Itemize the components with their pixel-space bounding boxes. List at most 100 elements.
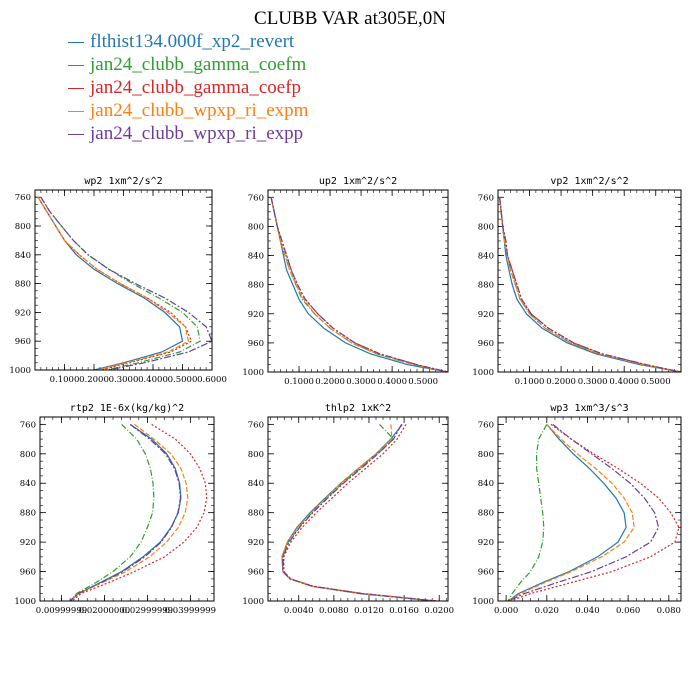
y-tick-label: 760 xyxy=(20,420,36,430)
y-tick-label: 1000 xyxy=(242,597,264,607)
series-line-1 xyxy=(507,424,627,601)
panel-5: thlp2 1xK^2 760 800 840 880 920 960 1000 0.0040 0… xyxy=(242,403,454,616)
series-line-2 xyxy=(282,423,436,601)
y-tick-label: 920 xyxy=(15,308,31,318)
panel-2: up2 1xm^2/s^2 760 800 840 880 920 960 1000 0.100… xyxy=(242,176,449,387)
panel-1: wp2 1xm^2/s^2 760 800 840 880 920 960 1000 0.100… xyxy=(9,176,227,385)
x-tick-label: 0.3000 xyxy=(346,377,376,387)
y-tick-label: 960 xyxy=(15,337,31,347)
x-tick-label: 0.1000 xyxy=(284,377,314,387)
x-tick-label: 0.020 xyxy=(535,606,559,616)
y-tick-label: 880 xyxy=(478,281,494,291)
legend-line-swatch xyxy=(68,88,84,89)
x-tick-label: 0.0160 xyxy=(389,606,419,616)
panel-title: thlp2 1xK^2 xyxy=(325,403,391,414)
y-tick-label: 840 xyxy=(478,252,494,262)
y-tick-label: 840 xyxy=(248,479,264,489)
y-tick-label: 920 xyxy=(248,538,264,548)
series-line-4 xyxy=(37,196,190,370)
x-tick-label: 0.080 xyxy=(657,606,681,616)
y-tick-label: 880 xyxy=(15,280,31,290)
y-tick-label: 800 xyxy=(478,222,494,232)
y-tick-label: 1000 xyxy=(472,368,494,378)
series-line-5 xyxy=(499,197,681,372)
legend: flthist134.000f_xp2_revert jan24_clubb_ga… xyxy=(68,30,308,145)
panel-title: vp2 1xm^2/s^2 xyxy=(550,176,628,187)
series-line-3 xyxy=(283,424,438,601)
y-tick-label: 960 xyxy=(478,568,494,578)
series-line-4 xyxy=(281,424,435,601)
y-tick-label: 800 xyxy=(248,450,264,460)
y-tick-label: 840 xyxy=(478,479,494,489)
y-tick-label: 920 xyxy=(20,538,36,548)
y-tick-label: 920 xyxy=(478,538,494,548)
panel-title: up2 1xm^2/s^2 xyxy=(319,176,397,187)
y-tick-label: 920 xyxy=(478,310,494,320)
y-tick-label: 840 xyxy=(248,252,264,262)
panel-frame xyxy=(267,189,449,373)
y-tick-label: 920 xyxy=(248,310,264,320)
y-tick-label: 880 xyxy=(248,281,264,291)
x-tick-label: 0.1000 xyxy=(515,377,545,387)
x-tick-label: 0.060 xyxy=(616,606,640,616)
y-tick-label: 1000 xyxy=(9,366,31,376)
series-line-1 xyxy=(281,424,435,601)
panel-4: rtp2 1E-6x(kg/kg)^2 760 800 840 880 920 960 100… xyxy=(14,403,216,616)
y-tick-label: 1000 xyxy=(242,368,264,378)
series-group xyxy=(270,197,448,372)
panel-frame xyxy=(497,416,682,602)
x-tick-label: 0.1000 xyxy=(50,375,80,385)
legend-item: jan24_clubb_gamma_coefp xyxy=(68,76,308,99)
y-tick-label: 1000 xyxy=(14,597,36,607)
y-tick-label: 760 xyxy=(248,193,264,203)
y-tick-label: 760 xyxy=(248,420,264,430)
series-line-5 xyxy=(282,424,436,601)
legend-label: jan24_clubb_gamma_coefp xyxy=(90,76,302,98)
y-tick-label: 760 xyxy=(478,193,494,203)
x-tick-label: 0.2000 xyxy=(79,375,109,385)
x-tick-label: 0.0040 xyxy=(284,606,314,616)
x-tick-label: 0.02000000 xyxy=(79,606,130,616)
series-line-1 xyxy=(499,197,681,372)
x-tick-label: 0.000 xyxy=(494,606,518,616)
x-tick-label: 0.040 xyxy=(575,606,599,616)
legend-label: flthist134.000f_xp2_revert xyxy=(90,30,295,52)
x-tick-label: 0.5000 xyxy=(408,377,438,387)
x-tick-label: 0.6000 xyxy=(197,375,227,385)
series-group xyxy=(507,423,680,601)
series-group xyxy=(69,423,208,601)
series-line-4 xyxy=(499,197,681,372)
series-line-3 xyxy=(509,423,680,601)
panel-frame xyxy=(39,416,215,602)
series-line-4 xyxy=(507,423,635,601)
x-tick-label: 0.0120 xyxy=(354,606,384,616)
legend-item: jan24_clubb_gamma_coefm xyxy=(68,53,308,76)
legend-item: jan24_clubb_wpxp_ri_expp xyxy=(68,122,308,145)
series-line-5 xyxy=(270,197,448,372)
panel-title: wp2 1xm^2/s^2 xyxy=(84,176,162,187)
series-line-5 xyxy=(40,196,212,370)
y-tick-label: 840 xyxy=(15,251,31,261)
x-tick-label: 0.00999999 xyxy=(36,606,87,616)
series-group xyxy=(37,196,212,370)
y-tick-label: 1000 xyxy=(472,597,494,607)
x-tick-label: 0.5000 xyxy=(641,377,671,387)
legend-label: jan24_clubb_gamma_coefm xyxy=(90,53,307,75)
series-line-3 xyxy=(499,197,681,372)
y-tick-label: 840 xyxy=(20,479,36,489)
legend-label: jan24_clubb_wpxp_ri_expp xyxy=(90,122,304,144)
x-tick-label: 0.2000 xyxy=(546,377,576,387)
series-line-2 xyxy=(499,197,681,372)
y-tick-label: 960 xyxy=(248,568,264,578)
y-tick-label: 880 xyxy=(20,509,36,519)
x-tick-label: 0.4000 xyxy=(377,377,407,387)
y-tick-label: 880 xyxy=(248,509,264,519)
y-tick-label: 800 xyxy=(15,222,31,232)
panel-title: rtp2 1E-6x(kg/kg)^2 xyxy=(70,403,184,414)
y-tick-label: 760 xyxy=(478,420,494,430)
panel-frame xyxy=(34,189,213,371)
y-tick-label: 800 xyxy=(478,450,494,460)
y-tick-label: 760 xyxy=(15,193,31,203)
legend-label: jan24_clubb_wpxp_ri_expm xyxy=(90,99,309,121)
series-line-2 xyxy=(69,423,155,601)
